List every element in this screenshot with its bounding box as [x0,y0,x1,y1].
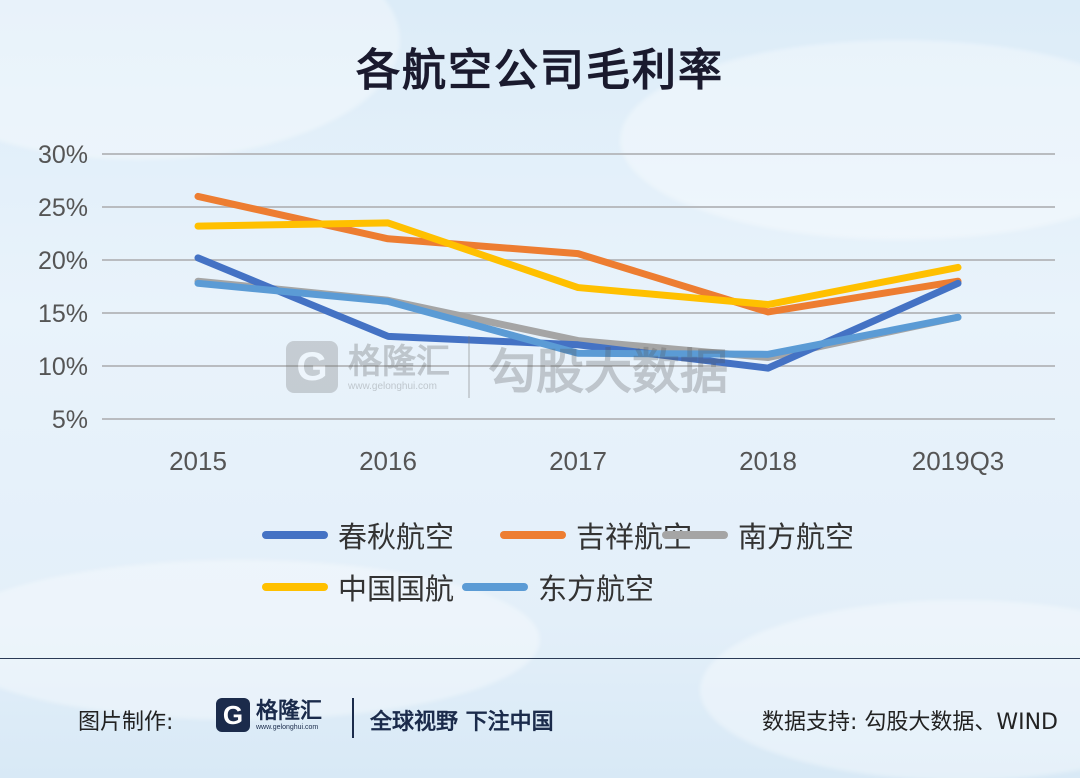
x-tick-label: 2016 [359,446,417,476]
chart-title: 各航空公司毛利率 [356,45,724,96]
footer-separator [352,698,354,738]
footer-source: 数据支持: 勾股大数据、WIND [761,710,1058,735]
legend-swatch [262,583,328,591]
x-tick-label: 2018 [739,446,797,476]
legend-swatch [662,531,728,539]
footer-logo: G 格隆汇 www.gelonghui.com [216,698,322,732]
legend-item: 南方航空 [662,514,854,556]
footer-slogan: 全球视野 下注中国 [370,710,554,735]
watermark-url: www.gelonghui.com [348,380,437,392]
legend-swatch [462,583,528,591]
gelonghui-logo-icon: G [216,698,250,732]
legend-item: 东方航空 [462,566,654,608]
footer: 图片制作: G 格隆汇 www.gelonghui.com 全球视野 下注中国 … [0,690,1080,750]
y-tick-label: 10% [38,353,88,381]
watermark-brand: 格隆汇 [348,341,450,382]
watermark: G 格隆汇 www.gelonghui.com 勾股大数据 [286,332,728,402]
legend-swatch [262,531,328,539]
y-tick-label: 5% [52,406,88,434]
legend-label: 东方航空 [538,572,655,606]
footer-divider [0,658,1080,659]
footer-credit: 图片制作: [78,710,174,735]
watermark-separator [468,336,470,398]
legend-item: 春秋航空 [262,514,454,556]
legend-label: 南方航空 [738,520,855,554]
watermark-logo-icon: G [286,341,338,393]
y-tick-label: 20% [38,247,88,275]
legend-swatch [500,531,566,539]
legend-label: 中国国航 [338,572,455,606]
watermark-text: 勾股大数据 [488,344,729,400]
x-tick-label: 2015 [169,446,227,476]
legend-label: 春秋航空 [338,520,455,554]
footer-brand: 格隆汇 [256,698,323,724]
legend-item: 中国国航 [262,566,454,608]
footer-url: www.gelonghui.com [256,723,319,731]
x-tick-label: 2019Q3 [912,446,1005,476]
y-tick-label: 30% [38,141,88,169]
y-tick-label: 15% [38,300,88,328]
y-tick-label: 25% [38,194,88,222]
x-tick-label: 2017 [549,446,607,476]
